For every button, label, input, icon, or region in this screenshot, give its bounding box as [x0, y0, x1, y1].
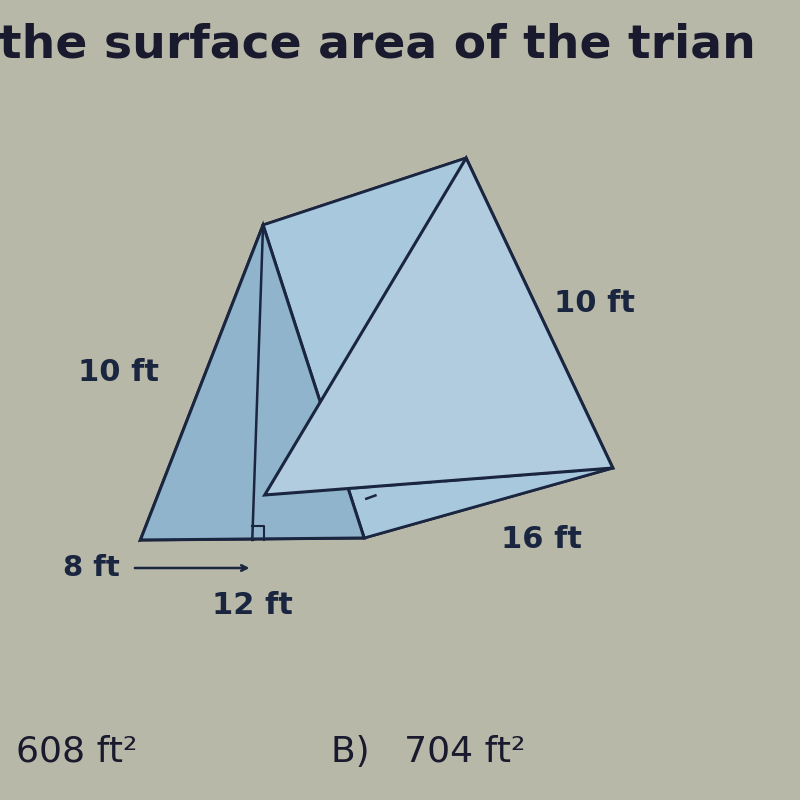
Polygon shape	[265, 158, 613, 495]
Text: 8 ft: 8 ft	[63, 554, 120, 582]
Text: 16 ft: 16 ft	[501, 525, 582, 554]
Polygon shape	[140, 158, 466, 540]
Polygon shape	[263, 158, 613, 538]
Polygon shape	[140, 225, 364, 540]
Text: 608 ft²: 608 ft²	[16, 735, 138, 769]
Polygon shape	[140, 468, 613, 540]
Text: 12 ft: 12 ft	[212, 591, 293, 620]
Text: B)   704 ft²: B) 704 ft²	[331, 735, 526, 769]
Text: 10 ft: 10 ft	[554, 289, 635, 318]
Text: the surface area of the trian: the surface area of the trian	[0, 22, 756, 67]
Text: 10 ft: 10 ft	[78, 358, 158, 387]
